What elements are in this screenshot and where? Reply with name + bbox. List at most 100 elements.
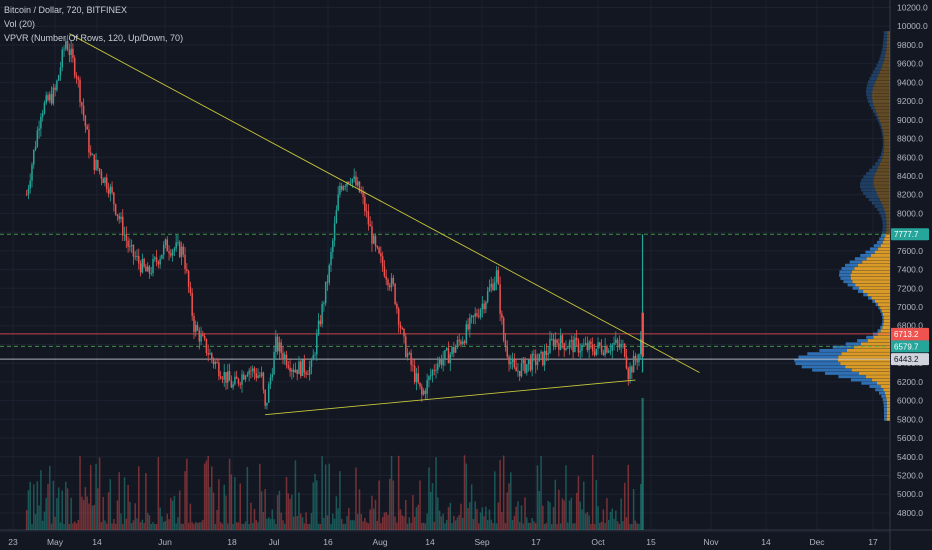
candle-body bbox=[143, 258, 145, 267]
candle-body bbox=[178, 241, 181, 257]
volume-bar bbox=[141, 519, 144, 530]
price-badge-7777: 7777.7 bbox=[894, 230, 919, 239]
candle-body bbox=[40, 116, 42, 129]
candle-body bbox=[173, 248, 176, 251]
candle-body bbox=[547, 353, 549, 355]
candle-body bbox=[408, 352, 411, 354]
symbol-title[interactable]: Bitcoin / Dollar, 720, BITFINEX bbox=[4, 5, 128, 15]
volume-profile-row bbox=[883, 417, 887, 421]
candle-body bbox=[629, 366, 631, 380]
volume-bar bbox=[513, 515, 516, 530]
volume-profile-row bbox=[882, 129, 890, 133]
candle-body bbox=[211, 353, 213, 360]
volume-bar bbox=[429, 491, 432, 530]
volume-profile-row bbox=[880, 126, 882, 130]
trendlines[interactable] bbox=[69, 33, 700, 416]
volume-profile-row bbox=[798, 355, 839, 359]
price-tick-label: 5400.0 bbox=[897, 452, 923, 462]
volume-bar bbox=[397, 455, 400, 530]
candle-body bbox=[189, 286, 192, 294]
volume-bar bbox=[223, 484, 225, 530]
volume-bar bbox=[207, 455, 209, 530]
time-tick-label: Dec bbox=[809, 537, 825, 547]
candle-body bbox=[33, 149, 35, 165]
candle-body bbox=[228, 371, 231, 381]
volume-bar bbox=[396, 522, 398, 530]
volume-bar bbox=[517, 501, 519, 530]
volume-bar bbox=[232, 523, 234, 530]
volume-bar bbox=[415, 507, 418, 530]
candle-body bbox=[558, 343, 560, 350]
volume-bar bbox=[82, 499, 85, 530]
candle-body bbox=[207, 352, 209, 355]
candle-body bbox=[559, 335, 562, 350]
candle-body bbox=[442, 359, 444, 366]
volume-bar bbox=[177, 517, 179, 530]
volume-bar bbox=[460, 503, 462, 530]
volume-bar bbox=[61, 490, 63, 530]
volume-bar bbox=[435, 457, 437, 530]
volume-profile-row bbox=[876, 116, 879, 120]
volume-profile-row bbox=[874, 175, 890, 179]
volume-profile-row bbox=[868, 198, 881, 202]
volume-profile-row bbox=[879, 122, 881, 126]
volume-bar bbox=[389, 478, 391, 530]
volume-profile-row bbox=[880, 214, 886, 218]
time-axis[interactable]: 23 May 14 Jun 18 Jul 16 Aug 14 Sep 17 Oct 15 Nov 14 Dec… bbox=[8, 537, 878, 547]
volume-bar bbox=[116, 500, 119, 530]
candle-body bbox=[412, 364, 414, 366]
candle-body bbox=[194, 324, 197, 333]
volume-profile-row bbox=[840, 362, 890, 366]
volume-bar bbox=[631, 523, 633, 530]
candle-body bbox=[239, 383, 241, 385]
volume-bar bbox=[542, 505, 544, 530]
volume-bar bbox=[251, 522, 254, 530]
candle-body bbox=[296, 369, 298, 375]
volume-profile-row bbox=[882, 312, 890, 316]
candle-body bbox=[602, 352, 605, 355]
volume-profile-row bbox=[879, 57, 885, 61]
volume-bar bbox=[556, 523, 558, 530]
vpvr-indicator-label[interactable]: VPVR (Number Of Rows, 120, Up/Down, 70) bbox=[4, 33, 184, 43]
volume-profile-row bbox=[885, 50, 890, 54]
volume-profile-row bbox=[878, 60, 884, 64]
candle-body bbox=[266, 402, 268, 406]
candle-body bbox=[145, 266, 147, 272]
price-axis[interactable]: 10200.0 10000.0 9800.0 9600.0 9400.0 9200.0 90… bbox=[897, 3, 928, 518]
volume-profile-row bbox=[861, 178, 874, 182]
trendline bbox=[69, 33, 700, 373]
candle-body bbox=[105, 177, 108, 190]
candle-body bbox=[342, 186, 345, 190]
volume-profile-row bbox=[885, 231, 890, 235]
candle-body bbox=[184, 254, 186, 270]
candle-body bbox=[526, 364, 528, 373]
candle-body bbox=[591, 344, 594, 352]
volume-profile-row bbox=[874, 299, 890, 303]
candle-body bbox=[618, 343, 621, 348]
candle-body bbox=[417, 373, 419, 383]
volume-bar bbox=[227, 523, 229, 530]
volume-bar bbox=[260, 491, 263, 530]
candle-body bbox=[218, 362, 220, 377]
volume-profile-row bbox=[819, 348, 847, 352]
candle-body bbox=[278, 342, 281, 352]
candle-body bbox=[606, 346, 608, 353]
volume-profile-row bbox=[847, 283, 856, 287]
volume-bar bbox=[159, 507, 161, 530]
candle-body bbox=[415, 373, 418, 383]
candle-body bbox=[492, 283, 494, 291]
volume-profile-row bbox=[872, 109, 876, 113]
candle-body bbox=[307, 374, 309, 376]
volume-profile-row bbox=[794, 358, 838, 362]
volume-indicator-label[interactable]: Vol (20) bbox=[4, 19, 36, 29]
price-tick-label: 7000.0 bbox=[897, 302, 923, 312]
volume-bar bbox=[27, 490, 30, 530]
volume-bar bbox=[549, 502, 551, 530]
candle-body bbox=[396, 304, 398, 309]
volume-bar bbox=[559, 523, 562, 530]
volume-profile-row bbox=[879, 162, 890, 166]
volume-bar bbox=[250, 502, 252, 530]
volume-bar bbox=[114, 523, 117, 530]
candle-body bbox=[221, 378, 224, 380]
